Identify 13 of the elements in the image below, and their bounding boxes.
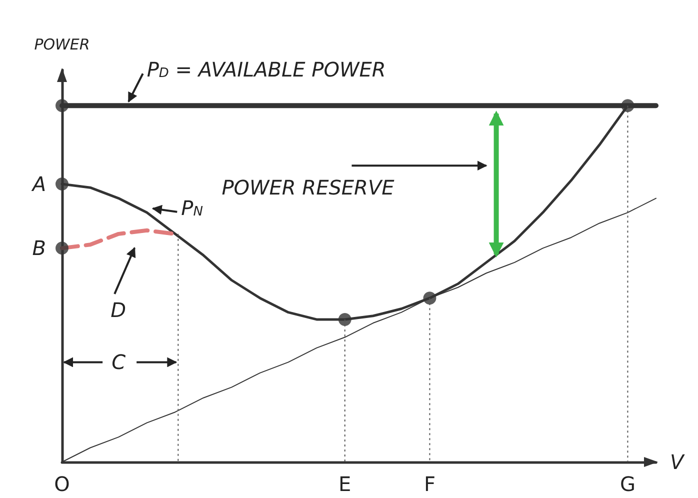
x-axis-title: V	[670, 450, 685, 474]
text: D	[110, 298, 126, 322]
y-axis-title: POWER	[34, 36, 90, 54]
x-tick-label: E	[338, 472, 352, 496]
x-tick-label: F	[424, 472, 436, 496]
annotation: POWER RESERVE	[222, 176, 395, 200]
annotation: B	[32, 236, 46, 260]
x-tick-label: O	[54, 472, 70, 496]
series-label: PN	[181, 196, 204, 220]
x-tick-label: G	[620, 472, 636, 496]
annotation: C	[112, 350, 126, 374]
series-label: PD = AVAILABLE POWER	[146, 58, 386, 82]
annotation: A	[30, 172, 46, 196]
